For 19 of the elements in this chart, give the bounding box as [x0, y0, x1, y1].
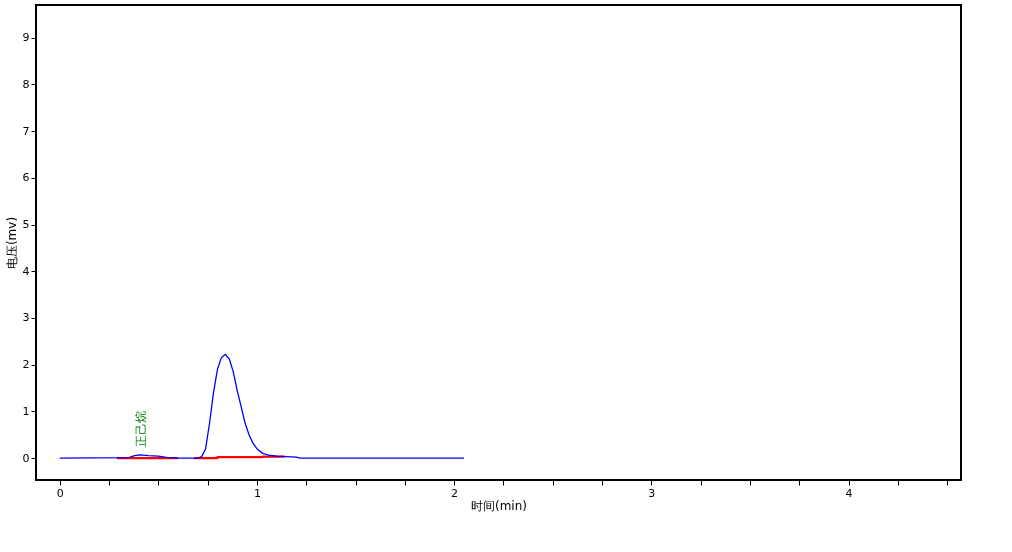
x-tick-label: 1: [253, 486, 261, 500]
x-tick-label: 2: [451, 486, 459, 500]
y-tick-label: 4: [22, 264, 30, 278]
y-axis-title: 电压(mv): [4, 216, 19, 270]
line-series: [59, 353, 465, 459]
y-tick-label: 2: [22, 358, 30, 372]
x-tick-label: 3: [648, 486, 656, 500]
y-tick-label: 6: [22, 171, 30, 185]
x-axis-title: 时间(min): [471, 498, 527, 513]
x-tick-label: 0: [56, 486, 64, 500]
y-tick-label: 9: [22, 31, 30, 45]
y-tick-label: 5: [22, 218, 30, 232]
y-tick-label: 8: [22, 77, 30, 91]
x-tick-label: 4: [845, 486, 853, 500]
annotation: 正己烷: [133, 410, 148, 447]
y-tick-label: 7: [22, 124, 30, 138]
y-tick-label: 0: [22, 451, 30, 465]
y-tick-label: 1: [22, 404, 30, 418]
y-tick-label: 3: [22, 311, 30, 325]
